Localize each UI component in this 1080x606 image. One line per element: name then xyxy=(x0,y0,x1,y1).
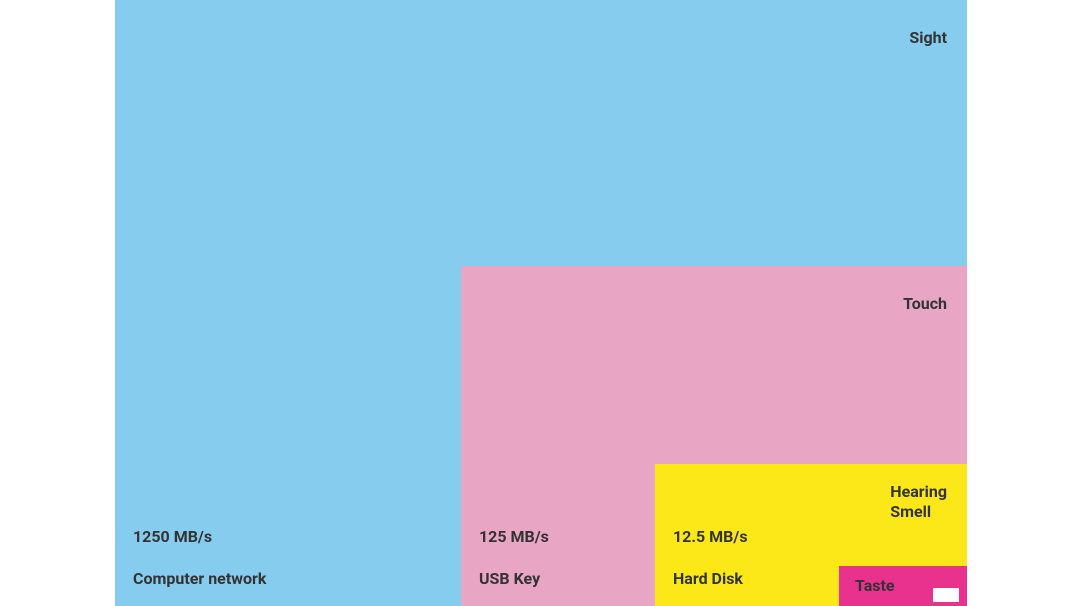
sense-label-touch: Touch xyxy=(903,294,947,314)
rate-label-touch: 125 MB/s xyxy=(479,527,549,546)
block-taste: Taste xyxy=(839,566,967,606)
sense-label-hearing-smell: HearingSmell xyxy=(890,482,947,522)
device-label-sight: Computer network xyxy=(133,569,266,588)
tiny-white-box xyxy=(933,588,959,602)
device-label-touch: USB Key xyxy=(479,569,540,588)
rate-label-hearing-smell: 12.5 MB/s xyxy=(673,527,748,546)
device-label-hearing-smell: Hard Disk xyxy=(673,569,743,588)
rate-label-sight: 1250 MB/s xyxy=(133,527,212,546)
sense-label-sight: Sight xyxy=(909,28,947,48)
sense-label-taste: Taste xyxy=(855,576,895,595)
nested-squares-chart: Sight 1250 MB/s Computer network Touch 1… xyxy=(115,0,967,606)
